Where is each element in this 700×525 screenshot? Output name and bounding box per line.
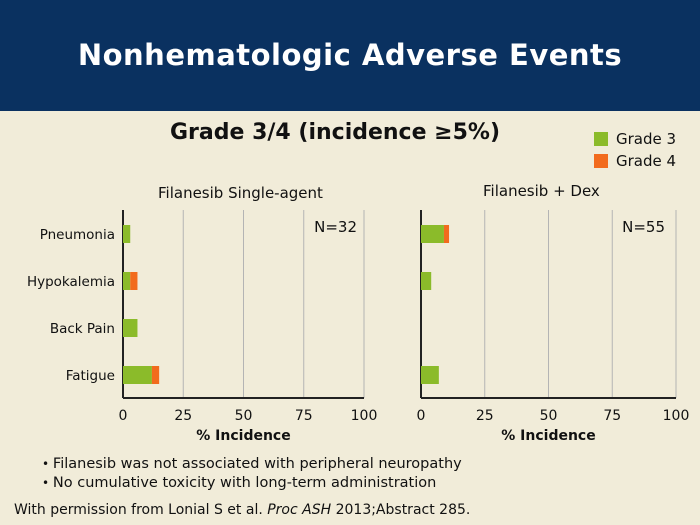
bar-grade-4 bbox=[443, 225, 450, 243]
category-label: Hypokalemia bbox=[27, 274, 115, 290]
bullet-item: Filanesib was not associated with periph… bbox=[42, 455, 462, 474]
legend-label-grade-4: Grade 4 bbox=[616, 152, 677, 170]
bar-grade-4 bbox=[151, 366, 160, 384]
bar-grade-4 bbox=[130, 272, 138, 290]
bar-grade-3 bbox=[421, 366, 439, 384]
legend-item-grade-4: Grade 4 bbox=[594, 150, 676, 172]
bar-grade-3 bbox=[123, 225, 131, 243]
bar-grade-3 bbox=[421, 272, 432, 290]
bullet-list: Filanesib was not associated with periph… bbox=[42, 455, 462, 493]
sample-size-label: N=55 bbox=[622, 218, 665, 236]
x-tick-label: 75 bbox=[295, 408, 313, 424]
citation-suffix: 2013;Abstract 285. bbox=[331, 502, 471, 518]
legend-label-grade-3: Grade 3 bbox=[616, 130, 677, 148]
bar-grade-3 bbox=[123, 366, 152, 384]
x-tick-label: 25 bbox=[476, 408, 494, 424]
citation: With permission from Lonial S et al. Pro… bbox=[14, 502, 470, 518]
bar-grade-3 bbox=[123, 272, 131, 290]
legend-item-grade-3: Grade 3 bbox=[594, 128, 676, 150]
x-axis-label: % Incidence bbox=[196, 428, 290, 444]
chart-title-single-agent: Filanesib Single-agent bbox=[158, 184, 323, 202]
citation-prefix: With permission from Lonial S et al. bbox=[14, 502, 268, 518]
legend-swatch-grade-3 bbox=[594, 132, 608, 146]
chart-title-dex: Filanesib + Dex bbox=[483, 182, 600, 200]
bar-grade-3 bbox=[123, 319, 138, 337]
category-label: Pneumonia bbox=[40, 227, 115, 243]
legend-swatch-grade-4 bbox=[594, 154, 608, 168]
citation-journal: Proc ASH bbox=[267, 502, 332, 518]
category-label: Back Pain bbox=[50, 321, 115, 337]
x-tick-label: 0 bbox=[119, 408, 128, 424]
x-tick-label: 0 bbox=[417, 408, 426, 424]
legend: Grade 3 Grade 4 bbox=[594, 128, 676, 172]
x-tick-label: 100 bbox=[663, 408, 690, 424]
bar-grade-3 bbox=[421, 225, 444, 243]
bullet-item: No cumulative toxicity with long-term ad… bbox=[42, 474, 462, 493]
category-label: Fatigue bbox=[66, 368, 115, 384]
chart-subtitle: Grade 3/4 (incidence ≥5%) bbox=[170, 120, 501, 145]
sample-size-label: N=32 bbox=[314, 218, 357, 236]
x-tick-label: 25 bbox=[174, 408, 192, 424]
x-axis-label: % Incidence bbox=[501, 428, 595, 444]
title-banner: Nonhematologic Adverse Events bbox=[0, 0, 700, 111]
x-tick-label: 50 bbox=[540, 408, 558, 424]
x-tick-label: 75 bbox=[603, 408, 621, 424]
page-title: Nonhematologic Adverse Events bbox=[77, 38, 623, 72]
x-tick-label: 50 bbox=[235, 408, 253, 424]
x-tick-label: 100 bbox=[351, 408, 378, 424]
